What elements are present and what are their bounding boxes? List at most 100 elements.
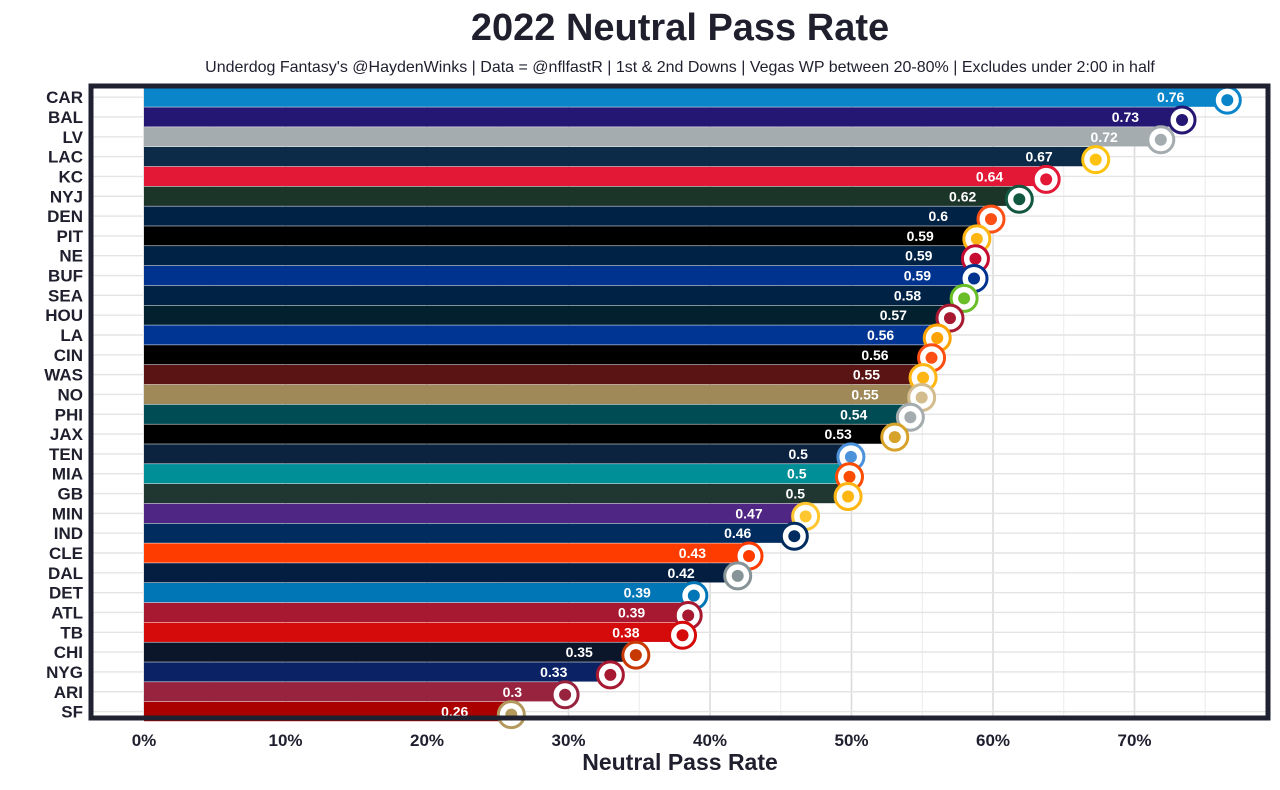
bar-mia (144, 464, 852, 484)
data-label-jax: 0.53 (825, 426, 852, 442)
team-logo-core-la-icon (931, 331, 944, 344)
category-label-gb: GB (58, 485, 84, 504)
category-label-lv: LV (63, 128, 84, 147)
data-label-det: 0.39 (624, 585, 651, 601)
bar-nyg (144, 662, 613, 682)
team-logo-core-tb-icon (676, 629, 689, 642)
bars (144, 87, 1230, 722)
team-logo-core-pit-icon (970, 232, 983, 245)
category-label-phi: PHI (55, 405, 83, 424)
category-label-sf: SF (61, 703, 83, 722)
team-logo-core-dal-icon (731, 569, 744, 582)
data-label-tb: 0.38 (612, 624, 639, 640)
team-logo-core-cin-icon (925, 351, 938, 364)
team-logo-core-hou-icon (943, 312, 956, 325)
data-label-pit: 0.59 (907, 228, 934, 244)
team-logo-core-buf-icon (968, 272, 981, 285)
x-tick-labels: 0% 10% 20% 30% 40% 50% 60% 70% (132, 731, 1152, 750)
team-logo-core-car-icon (1221, 94, 1234, 107)
data-label-ne: 0.59 (905, 248, 932, 264)
bar-tb (144, 622, 685, 642)
bar-car (144, 87, 1230, 107)
team-logo-core-nyg-icon (604, 668, 617, 681)
data-label-buf: 0.59 (904, 268, 931, 284)
plot-border (88, 83, 1271, 721)
team-logo-core-atl-icon (682, 609, 695, 622)
data-label-sea: 0.58 (894, 287, 921, 303)
data-label-lv: 0.72 (1091, 129, 1118, 145)
team-logo-core-mia-icon (843, 470, 856, 483)
x-axis-label: Neutral Pass Rate (582, 749, 778, 775)
team-logo-core-bal-icon (1176, 113, 1189, 126)
category-label-chi: CHI (54, 643, 83, 662)
bar-pit (144, 226, 979, 246)
data-label-kc: 0.64 (976, 168, 1003, 184)
team-logo-core-jax-icon (888, 431, 901, 444)
category-label-pit: PIT (57, 227, 84, 246)
team-logo-core-den-icon (985, 213, 997, 226)
data-label-den: 0.6 (929, 208, 949, 224)
bar-nyj (144, 186, 1022, 206)
category-label-nyj: NYJ (50, 187, 83, 206)
x-tick-label: 70% (1117, 731, 1151, 750)
category-label-dal: DAL (48, 564, 83, 583)
category-label-no: NO (58, 385, 84, 404)
bar-ari (144, 682, 568, 702)
team-logo-core-nyj-icon (1013, 193, 1026, 206)
bar-ind (144, 523, 797, 543)
bar-lv (144, 127, 1163, 147)
data-label-bal: 0.73 (1112, 109, 1139, 125)
team-logo-core-ten-icon (844, 450, 857, 463)
x-tick-label: 60% (976, 731, 1010, 750)
x-tick-label: 50% (834, 731, 868, 750)
x-tick-label: 20% (410, 731, 444, 750)
data-label-phi: 0.54 (840, 406, 867, 422)
data-label-chi: 0.35 (566, 644, 593, 660)
bar-gb (144, 483, 851, 504)
data-label-was: 0.55 (853, 367, 880, 383)
data-label-ari: 0.3 (503, 684, 523, 700)
team-logo-core-no-icon (915, 391, 928, 404)
category-label-den: DEN (47, 207, 83, 226)
data-label-dal: 0.42 (667, 565, 694, 581)
category-label-kc: KC (58, 167, 83, 186)
bar-atl (144, 602, 691, 623)
bar-chi (144, 642, 638, 662)
data-label-ind: 0.46 (724, 525, 751, 541)
bar-min (144, 503, 808, 524)
bar-kc (144, 166, 1049, 187)
team-logo-core-was-icon (917, 371, 930, 384)
category-label-cin: CIN (54, 346, 83, 365)
data-label-mia: 0.5 (787, 466, 807, 482)
category-label-hou: HOU (45, 306, 83, 325)
team-logo-core-phi-icon (904, 411, 917, 424)
data-label-nyj: 0.62 (949, 188, 976, 204)
team-logo-core-sea-icon (958, 292, 971, 305)
bar-dal (144, 563, 740, 583)
data-label-no: 0.55 (851, 386, 878, 402)
bar-lac (144, 146, 1098, 167)
data-label-atl: 0.39 (618, 604, 645, 620)
bar-det (144, 583, 696, 603)
category-label-cle: CLE (49, 544, 83, 563)
data-label-car: 0.76 (1157, 89, 1184, 105)
x-tick-label: 40% (693, 731, 727, 750)
team-logo-core-min-icon (799, 510, 812, 523)
data-label-lac: 0.67 (1025, 149, 1052, 165)
bar-hou (144, 305, 952, 325)
bar-bal (144, 107, 1185, 127)
category-label-bal: BAL (48, 108, 83, 127)
bar-la (144, 325, 940, 345)
bar-sea (144, 285, 967, 305)
bar-ten (144, 444, 853, 464)
category-label-lac: LAC (48, 148, 83, 167)
bar-buf (144, 265, 977, 286)
category-label-ari: ARI (54, 683, 83, 702)
bar-cle (144, 543, 752, 563)
x-tick-label: 0% (132, 731, 157, 750)
category-labels: CARBALLVLACKCNYJDENPITNEBUFSEAHOULACINWA… (44, 88, 83, 721)
team-logo-core-ari-icon (559, 688, 572, 701)
category-label-ten: TEN (49, 445, 83, 464)
data-label-ten: 0.5 (788, 446, 808, 462)
